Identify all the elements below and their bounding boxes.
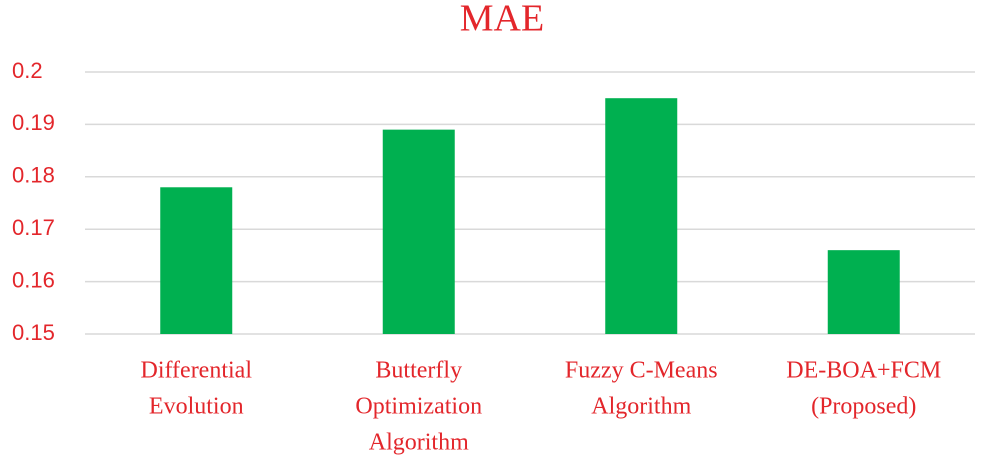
chart-title: MAE	[460, 0, 544, 40]
x-tick-label: (Proposed)	[811, 394, 916, 420]
x-tick-label: Fuzzy C-Means	[565, 358, 718, 384]
x-tick-label: Optimization	[355, 394, 482, 420]
x-tick-label: Butterfly	[375, 358, 462, 384]
x-tick-label: Differential	[140, 358, 252, 384]
bar	[605, 98, 678, 334]
bar	[382, 129, 455, 334]
y-tick-label: 0.16	[12, 267, 55, 292]
bar	[160, 187, 233, 334]
y-tick-label: 0.19	[12, 110, 55, 135]
bar	[827, 250, 900, 334]
x-tick-label: Evolution	[149, 394, 244, 420]
y-tick-label: 0.15	[12, 320, 55, 345]
y-tick-label: 0.17	[12, 215, 55, 240]
y-tick-label: 0.2	[12, 58, 43, 83]
x-tick-label: DE-BOA+FCM	[786, 358, 941, 384]
x-tick-label: Algorithm	[369, 430, 469, 456]
x-tick-label: Algorithm	[591, 394, 691, 420]
y-tick-label: 0.18	[12, 163, 55, 188]
